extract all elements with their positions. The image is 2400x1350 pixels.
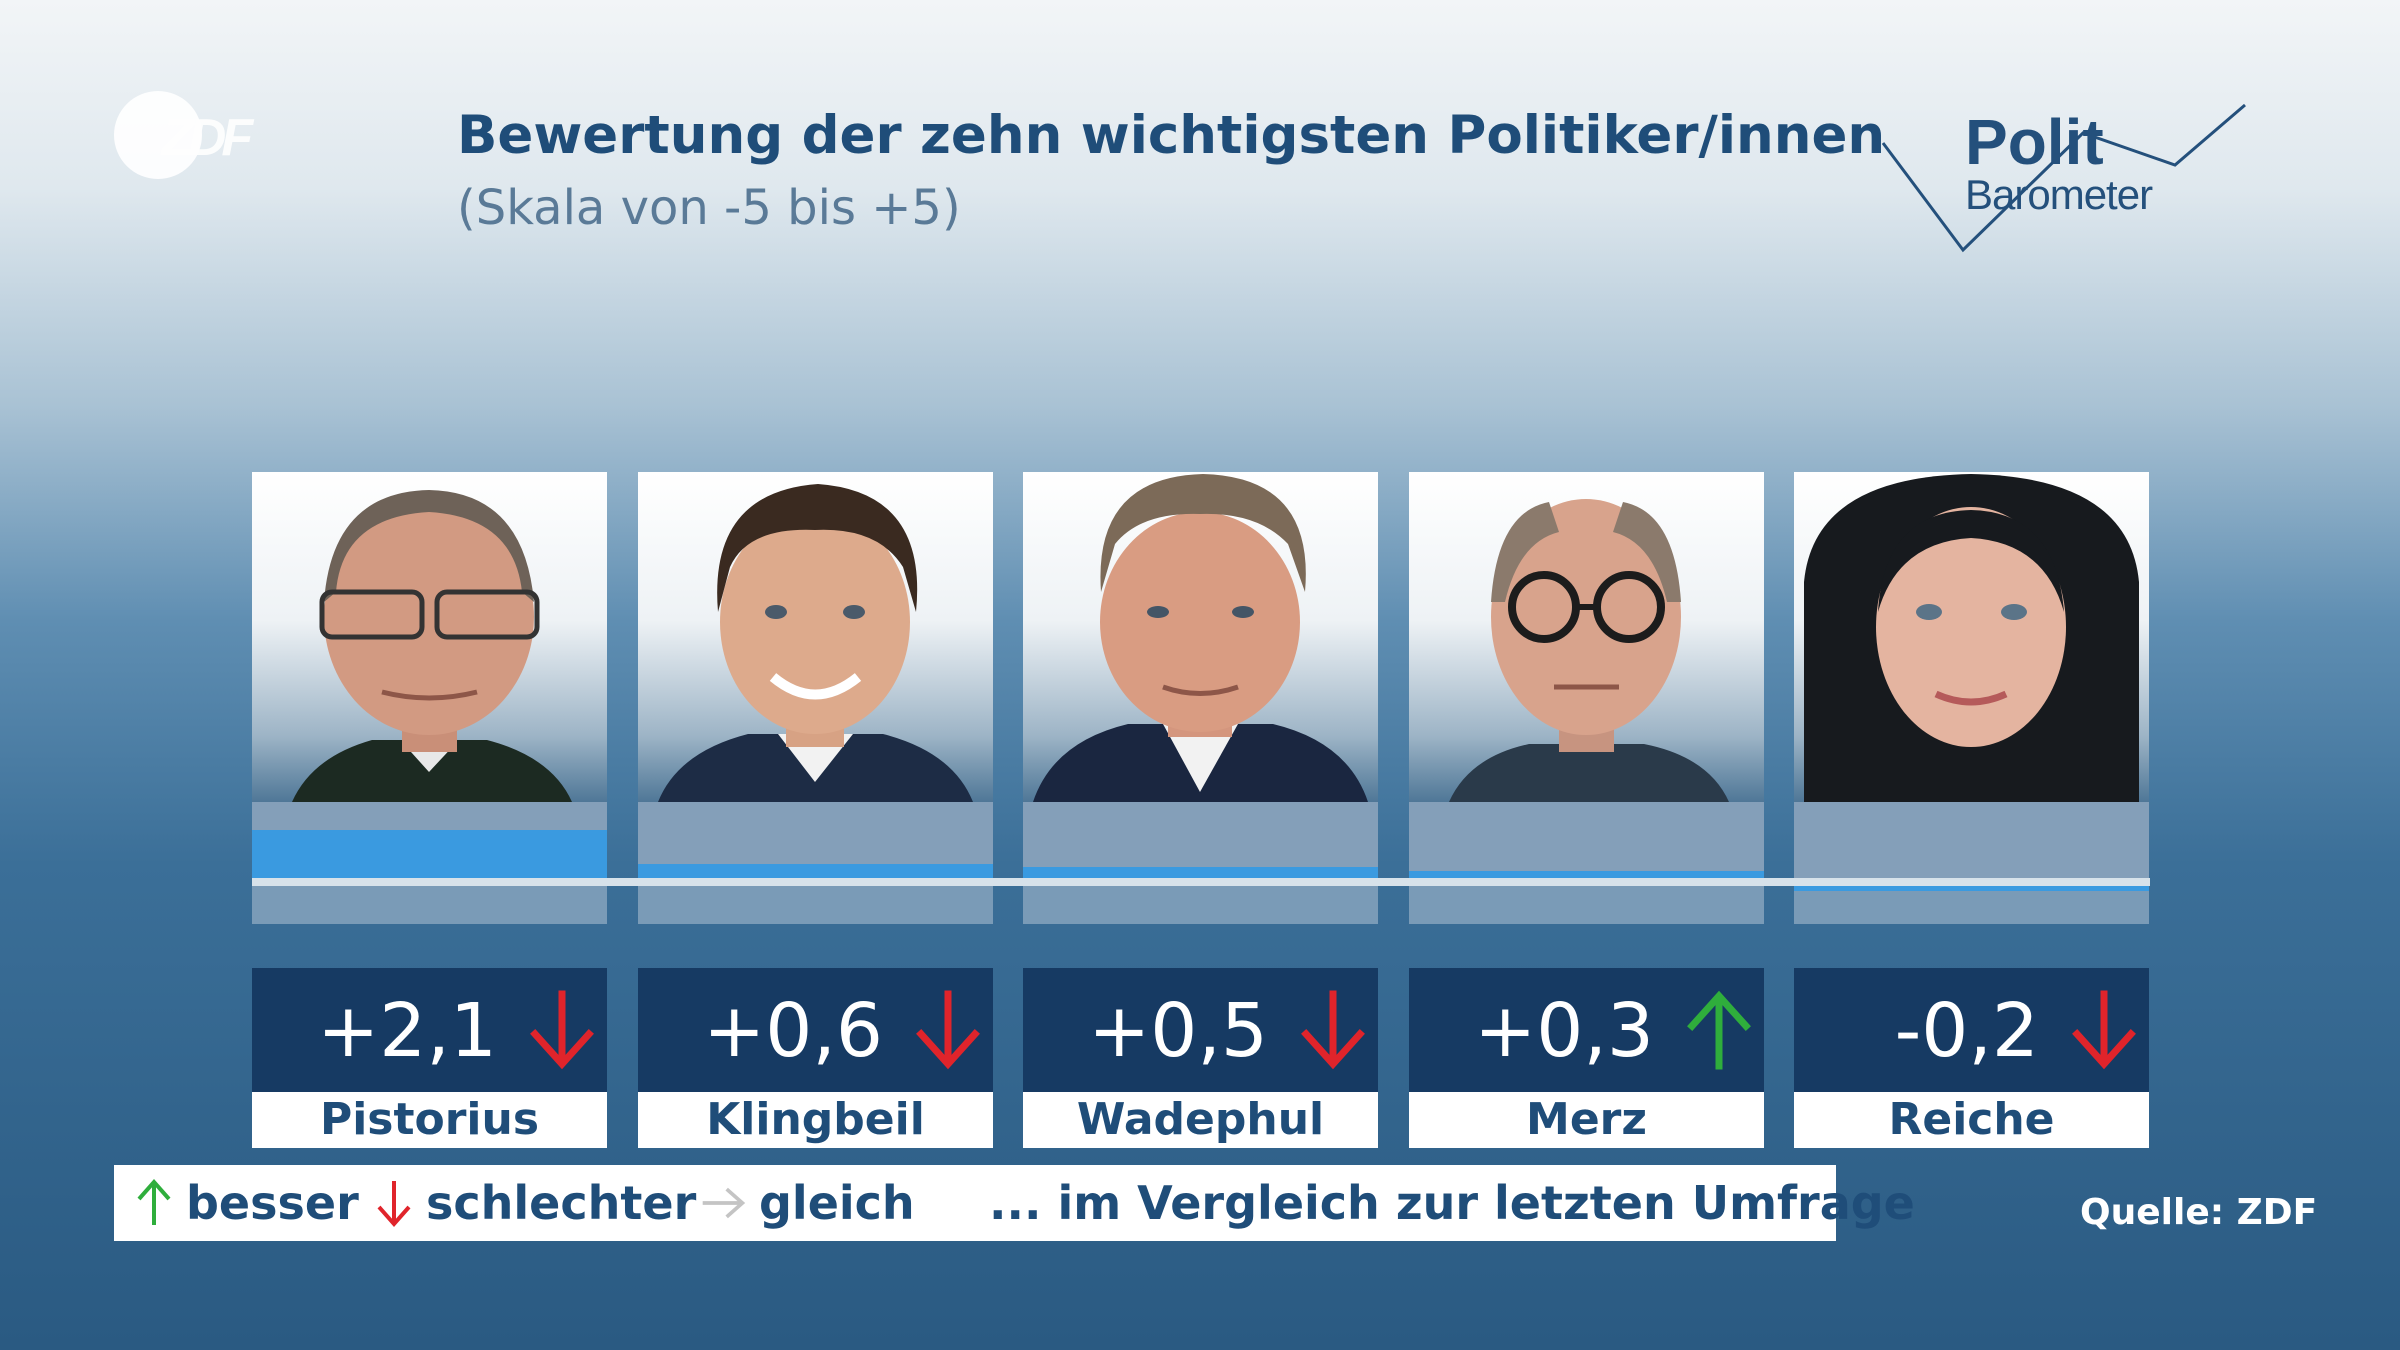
portrait-merz: [1449, 499, 1729, 802]
value-box: +0,5: [1023, 968, 1378, 1092]
legend-up-arrow-icon: [137, 1178, 171, 1225]
politician-name: Klingbeil: [706, 1094, 925, 1145]
value-box: +0,6: [638, 968, 993, 1092]
value-box: +2,1: [252, 968, 607, 1092]
politician-name: Wadephul: [1076, 1094, 1325, 1145]
portrait-photo: [638, 472, 993, 802]
source-label: Quelle: ZDF: [2080, 1192, 2318, 1233]
legend-down: schlechter: [374, 1173, 696, 1233]
bar-area: [638, 802, 993, 924]
value-label: +0,3: [1474, 988, 1654, 1074]
legend-down-arrow-icon: [377, 1181, 411, 1228]
bar-reiche: [1794, 886, 2149, 891]
portrait-photo: [1409, 472, 1764, 802]
politician-name: Merz: [1526, 1094, 1647, 1145]
bar-wadephul: [1023, 866, 1378, 878]
politbarometer-logo: Polit Barometer: [1875, 95, 2255, 265]
legend-same: gleich: [699, 1173, 915, 1233]
name-box: Klingbeil: [638, 1092, 993, 1148]
portrait-pistorius: [292, 490, 572, 802]
bar-area: [1409, 802, 1764, 924]
portrait-photo: [252, 472, 607, 802]
bar-area: [1023, 802, 1378, 924]
portrait-klingbeil: [658, 484, 973, 802]
name-box: Merz: [1409, 1092, 1764, 1148]
zdf-logo-text: ZDF: [162, 109, 253, 167]
trend-down-arrow-icon: [1301, 990, 1365, 1070]
politbarometer-polit-text: Polit: [1965, 106, 2104, 178]
legend-comparison-label: ... im Vergleich zur letzten Umfrage: [989, 1176, 1915, 1230]
zdf-logo-circle: [114, 91, 202, 179]
legend-down-label: schlechter: [426, 1176, 697, 1230]
legend: besser schlechter gleich ... im Vergleic…: [114, 1165, 1915, 1241]
politician-name: Pistorius: [319, 1094, 540, 1145]
value-label: +0,5: [1088, 988, 1268, 1074]
value-label: +0,6: [703, 988, 883, 1074]
bar-area-upper: [1794, 802, 2149, 882]
bar-area: [252, 802, 607, 924]
politbarometer-zigzag-icon: [1881, 103, 2246, 253]
trend-down-arrow-icon: [530, 990, 594, 1070]
bar-pistorius: [252, 829, 607, 878]
trend-down-arrow-icon: [2072, 990, 2136, 1070]
bar-area-upper: [1409, 802, 1764, 882]
legend-same-label: gleich: [759, 1176, 915, 1230]
portrait-wadephul: [1033, 474, 1368, 802]
bar-merz: [1409, 871, 1764, 878]
bar-area: [1794, 802, 2149, 924]
name-box: Pistorius: [252, 1092, 607, 1148]
name-box: Reiche: [1794, 1092, 2149, 1148]
bar-klingbeil: [638, 864, 993, 878]
zdf-logo: ZDF: [112, 88, 292, 183]
value-label: +2,1: [317, 988, 497, 1074]
value-box: +0,3: [1409, 968, 1764, 1092]
portrait-photo: [1023, 472, 1378, 802]
name-box: Wadephul: [1023, 1092, 1378, 1148]
portrait-reiche: [1804, 474, 2139, 802]
legend-right-arrow-icon: [702, 1187, 746, 1219]
trend-up-arrow-icon: [1687, 990, 1751, 1070]
value-box: -0,2: [1794, 968, 2149, 1092]
value-label: -0,2: [1894, 988, 2039, 1074]
portrait-photo: [1794, 472, 2149, 802]
legend-up-label: besser: [186, 1176, 359, 1230]
chart-title: Bewertung der zehn wichtigsten Politiker…: [457, 105, 1886, 166]
legend-up: besser: [134, 1173, 359, 1233]
chart-subtitle: (Skala von -5 bis +5): [457, 180, 961, 236]
trend-down-arrow-icon: [916, 990, 980, 1070]
politician-name: Reiche: [1888, 1094, 2055, 1145]
politbarometer-barometer-text: Barometer: [1965, 171, 2153, 218]
zero-baseline: [252, 878, 2150, 886]
legend-comparison: ... im Vergleich zur letzten Umfrage: [989, 1173, 1915, 1233]
